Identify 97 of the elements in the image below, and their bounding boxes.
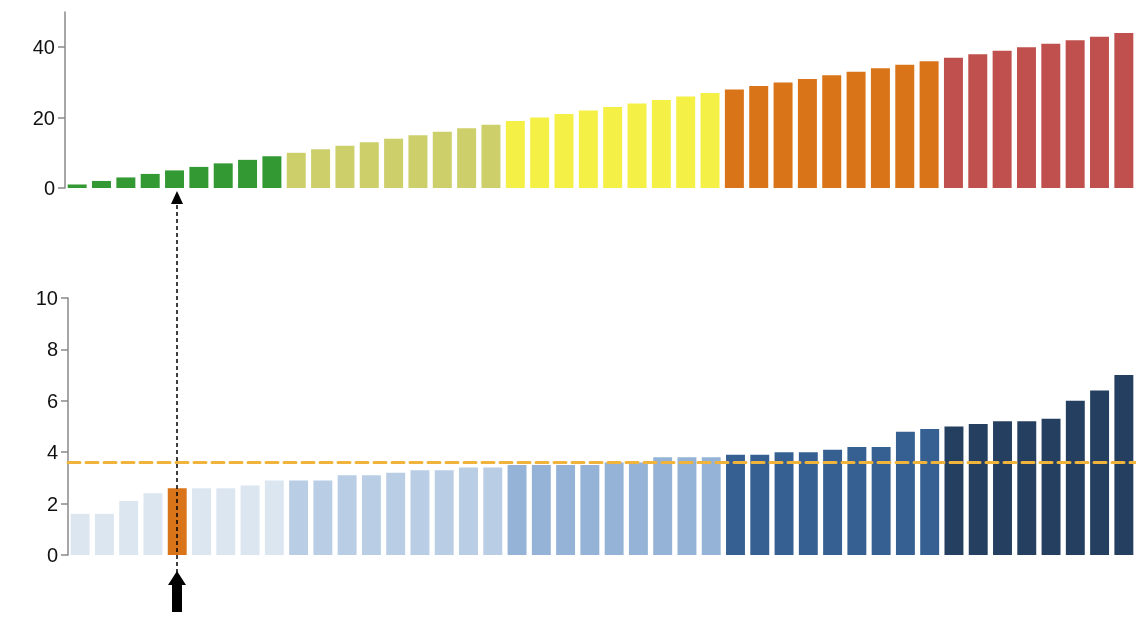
bar [847, 447, 867, 555]
bar [262, 156, 282, 188]
bar [165, 170, 185, 188]
y-tick-label: 20 [32, 106, 55, 129]
bar [434, 470, 454, 555]
bar [289, 480, 309, 555]
bar [724, 89, 744, 188]
bar [311, 149, 331, 188]
bar [628, 462, 648, 555]
bar [337, 475, 357, 555]
bar [386, 472, 406, 555]
bar [920, 429, 940, 555]
bar [822, 75, 842, 188]
bar [313, 480, 333, 555]
bar [192, 488, 211, 555]
bar [116, 177, 136, 188]
bar [189, 166, 209, 188]
y-tick-label: 4 [46, 441, 58, 464]
bar [359, 142, 379, 188]
bar [919, 61, 939, 188]
bar [677, 457, 697, 555]
bar [895, 431, 915, 555]
bar [1065, 40, 1085, 188]
bar [286, 152, 306, 188]
bar [556, 465, 576, 555]
bar [968, 423, 988, 555]
bar [895, 64, 915, 188]
bar [653, 457, 673, 555]
bar [335, 145, 355, 188]
bar [240, 485, 260, 555]
bar [823, 449, 843, 555]
bar [457, 128, 477, 188]
bar [1114, 33, 1134, 188]
y-tick-label: 8 [46, 338, 58, 361]
y-tick-label: 10 [35, 287, 58, 309]
bar [1041, 43, 1061, 188]
bar [700, 92, 720, 188]
y-tick-label: 0 [43, 177, 55, 199]
bar [92, 180, 111, 188]
bar [361, 475, 381, 555]
bar [94, 513, 114, 555]
bar [992, 50, 1012, 188]
bar [554, 114, 574, 188]
bar [481, 124, 501, 188]
bar [119, 501, 139, 555]
bar [264, 480, 284, 555]
bar [750, 454, 770, 555]
y-tick-label: 2 [46, 492, 58, 515]
bar [846, 71, 866, 188]
bar [483, 467, 503, 555]
bar [1016, 47, 1036, 188]
bar [143, 493, 163, 555]
bar [67, 184, 87, 188]
bar [749, 85, 769, 188]
y-tick-label: 40 [32, 36, 55, 59]
y-tick-label: 0 [46, 544, 58, 566]
bar [870, 68, 890, 188]
bar [507, 465, 527, 555]
bar [408, 135, 428, 188]
bar [701, 457, 721, 555]
bar [459, 467, 478, 555]
bar [213, 163, 233, 188]
bar [603, 107, 623, 188]
bar [774, 452, 794, 555]
bar [531, 465, 551, 555]
bar [432, 131, 452, 188]
bar [505, 121, 525, 188]
bar [1065, 400, 1085, 555]
bar [726, 454, 745, 555]
bar [651, 100, 671, 188]
bar [773, 82, 793, 188]
bar [140, 173, 160, 188]
bar [871, 447, 891, 555]
bar [943, 57, 963, 188]
bar [410, 470, 430, 555]
bar [1114, 375, 1134, 555]
bar [238, 159, 258, 188]
bar [1090, 390, 1110, 555]
y-tick-label: 6 [46, 389, 58, 412]
bar [1041, 418, 1061, 555]
bar [627, 103, 647, 188]
bar [580, 465, 600, 555]
bar [578, 110, 598, 188]
bar [384, 138, 404, 188]
bar [70, 513, 90, 555]
bar [530, 117, 550, 188]
bar [944, 426, 964, 555]
bar [797, 78, 817, 188]
bar [968, 54, 988, 188]
bar [993, 421, 1012, 555]
bar [167, 488, 187, 555]
bar [1017, 421, 1037, 555]
bar [798, 452, 818, 555]
bar [604, 462, 624, 555]
bar [216, 488, 236, 555]
bar [1090, 36, 1109, 188]
bar [676, 96, 696, 188]
